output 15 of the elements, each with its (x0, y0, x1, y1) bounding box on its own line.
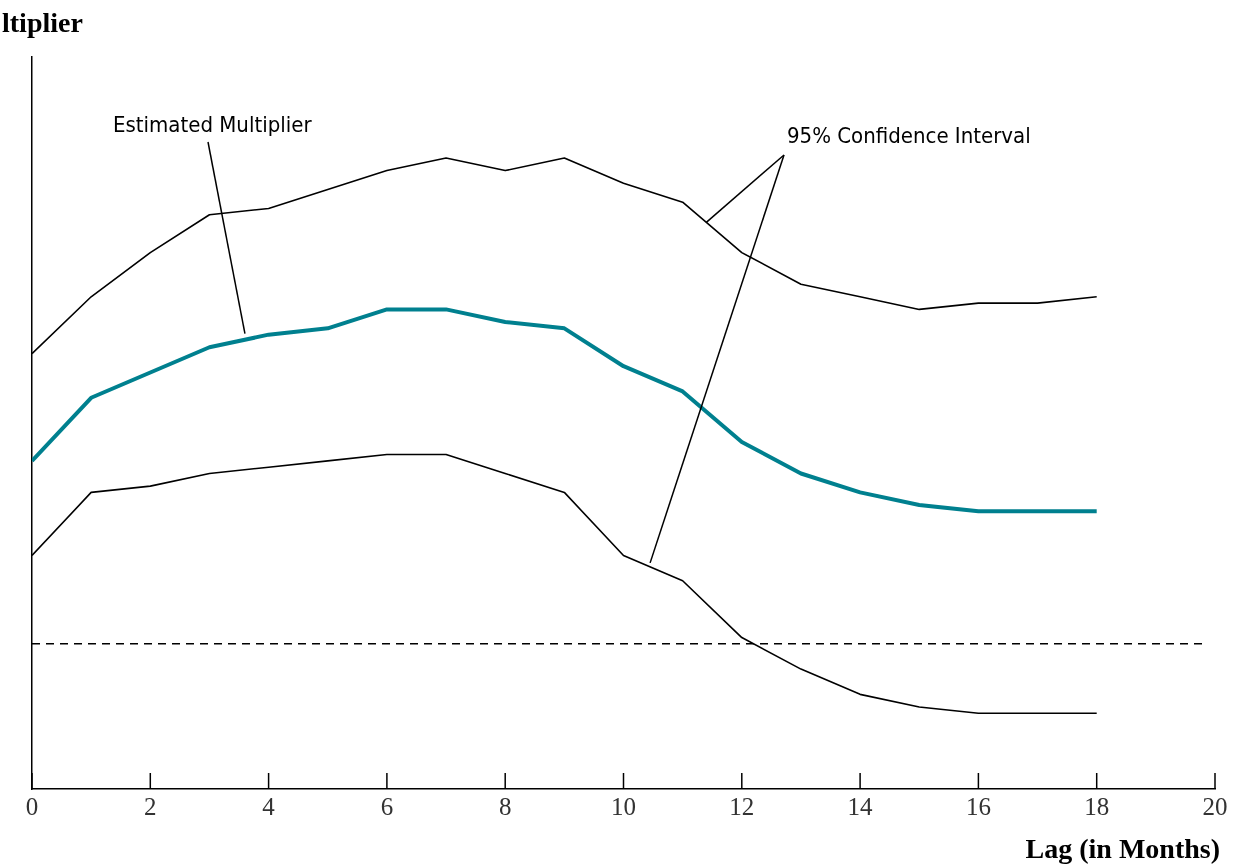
x-tick-label: 2 (144, 792, 157, 820)
text: Estimated Multiplier (113, 112, 313, 137)
x-tick-label: 6 (380, 792, 394, 820)
x-tick-label: 0 (25, 792, 39, 820)
x-tick-label: 18 (1084, 792, 1110, 820)
x-tick-label: 4 (262, 792, 276, 820)
x-axis-title: Lag (in Months) (1025, 833, 1220, 864)
text: 95% Confidence Interval (787, 123, 1031, 148)
x-tick-label: 16 (965, 792, 991, 820)
x-tick-label: 12 (729, 792, 755, 820)
y-axis-title: ltiplier (2, 7, 83, 38)
x-tick-label: 20 (1202, 792, 1228, 820)
x-tick-label: 10 (611, 792, 636, 820)
x-tick-label: 14 (847, 792, 874, 820)
x-tick-label: 8 (498, 792, 512, 820)
